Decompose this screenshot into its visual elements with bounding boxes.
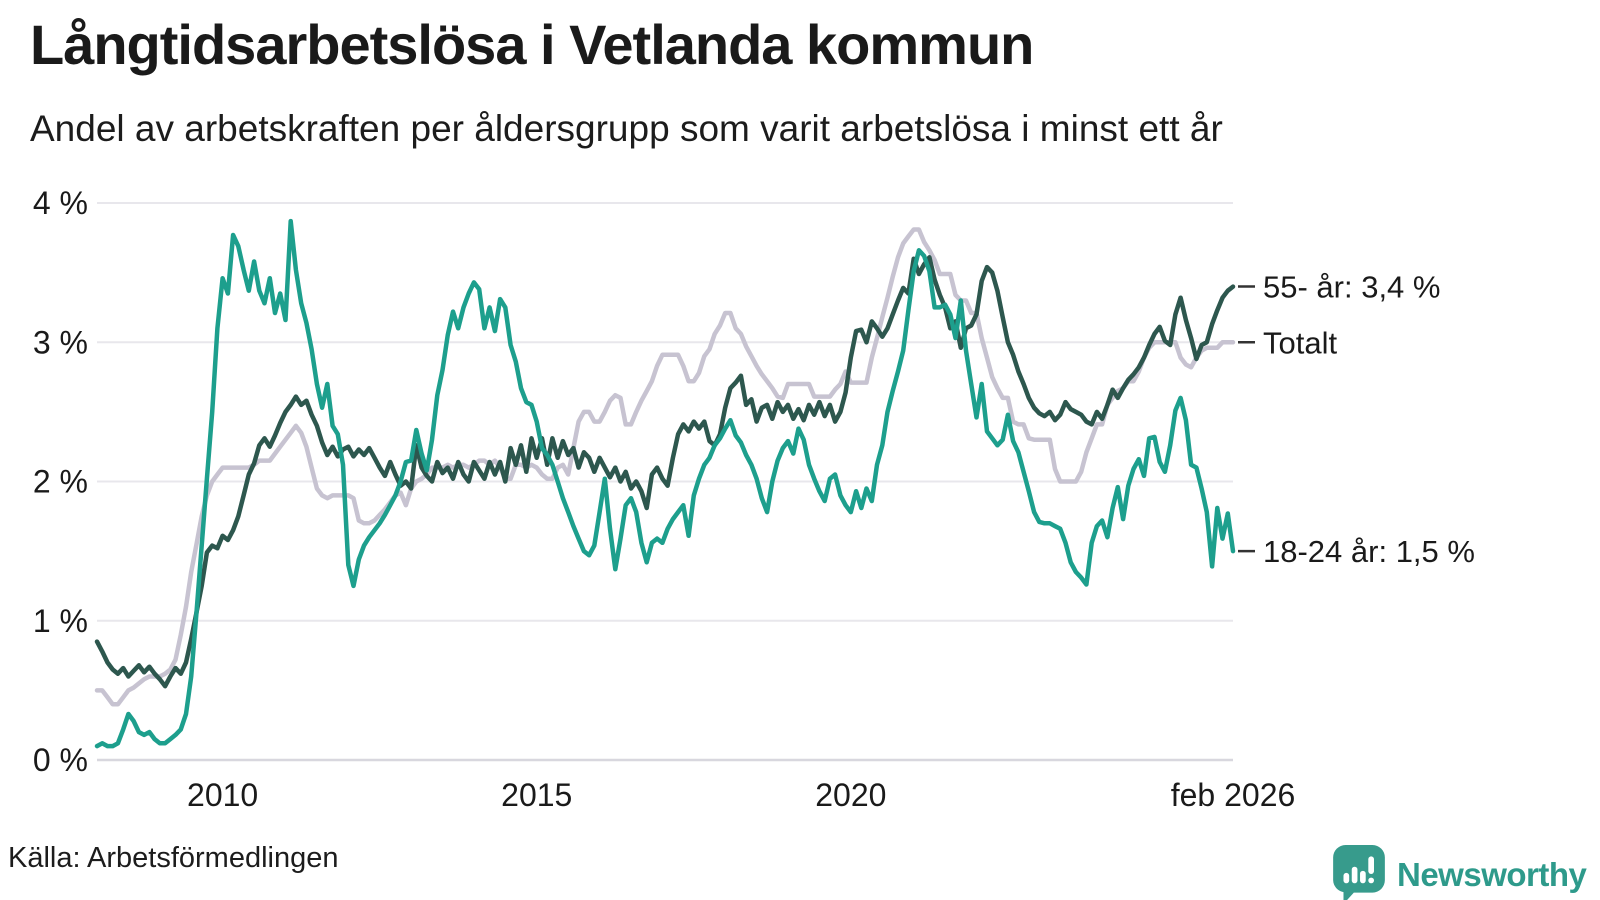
y-tick-0pct: 0 %: [33, 742, 88, 778]
y-tick-4pct: 4 %: [33, 185, 88, 221]
series-line-totalt: [94, 227, 1236, 707]
chart-subtitle: Andel av arbetskraften per åldersgrupp s…: [30, 108, 1223, 149]
y-tick-3pct: 3 %: [33, 324, 88, 360]
x-tick-1: 2015: [501, 777, 572, 813]
chart-title: Långtidsarbetslösa i Vetlanda kommun: [30, 13, 1034, 76]
brand-name: Newsworthy: [1397, 856, 1587, 893]
exclamation-dot: [1368, 877, 1374, 884]
bar-2: [1351, 866, 1358, 884]
bar-1: [1343, 872, 1350, 884]
series-line-18-24-r: [94, 218, 1236, 749]
newsworthy-logo-icon: [1333, 845, 1385, 900]
x-tick-0: 2010: [187, 777, 258, 813]
series-line-55-r: [94, 255, 1236, 689]
source-note: Källa: Arbetsförmedlingen: [8, 842, 339, 874]
y-tick-1pct: 1 %: [33, 603, 88, 639]
y-tick-2pct: 2 %: [33, 464, 88, 500]
newsworthy-logo: Newsworthy: [1332, 845, 1587, 900]
series-end-label-55-r: 55- år: 3,4 %: [1263, 270, 1440, 305]
series-end-label-totalt: Totalt: [1263, 325, 1337, 360]
x-tick-3: feb 2026: [1171, 777, 1296, 813]
speech-bubble-shape: [1333, 845, 1385, 900]
series-end-label-18-24-r: 18-24 år: 1,5 %: [1263, 534, 1475, 569]
x-tick-2: 2020: [815, 777, 886, 813]
exclamation-bar: [1368, 856, 1374, 874]
bar-3: [1360, 870, 1366, 884]
